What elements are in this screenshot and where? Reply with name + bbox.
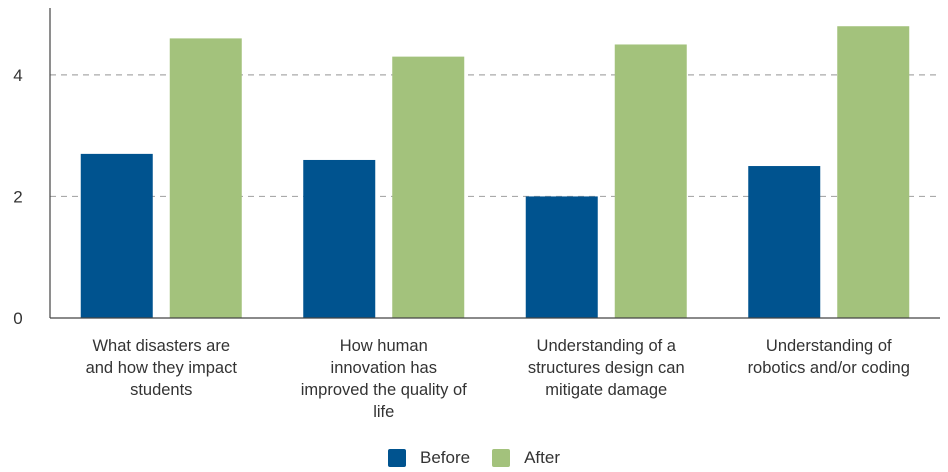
axes	[49, 8, 940, 319]
legend-label-before: Before	[420, 448, 471, 467]
bars	[80, 26, 910, 319]
y-tick-labels: 0 2 4	[13, 66, 22, 328]
bar-before-1	[80, 153, 153, 318]
bar-after-4	[837, 26, 910, 319]
bar-before-4	[748, 166, 821, 318]
x-tick-label-1: What disasters are and how they impact stu…	[86, 337, 238, 399]
x-tick-label-2: How human innovation has improved the qual…	[301, 337, 467, 421]
y-tick-label-0: 0	[13, 309, 22, 328]
legend-swatch-before	[388, 449, 406, 467]
category-labels: What disasters are and how they impact stu…	[86, 337, 910, 421]
x-tick-label-4: Understanding of robotics and/or coding	[748, 337, 910, 377]
legend: Before After	[0, 446, 948, 470]
legend-item-before: Before	[388, 448, 470, 468]
x-tick-label-3: Understanding of a structures design can m…	[528, 337, 685, 399]
legend-swatch-after	[492, 449, 511, 467]
bar-before-2	[303, 159, 376, 318]
bar-before-3	[525, 196, 598, 318]
bar-after-2	[392, 56, 465, 319]
bar-after-1	[169, 38, 242, 319]
bar-chart: 0 2 4 What disasters are and how they impac…	[13, 8, 940, 421]
bar-after-3	[614, 44, 687, 319]
y-tick-label-4: 4	[13, 66, 22, 85]
legend-label-after: After	[524, 448, 560, 467]
y-tick-label-2: 2	[13, 187, 22, 206]
legend-item-after: After	[492, 448, 560, 468]
